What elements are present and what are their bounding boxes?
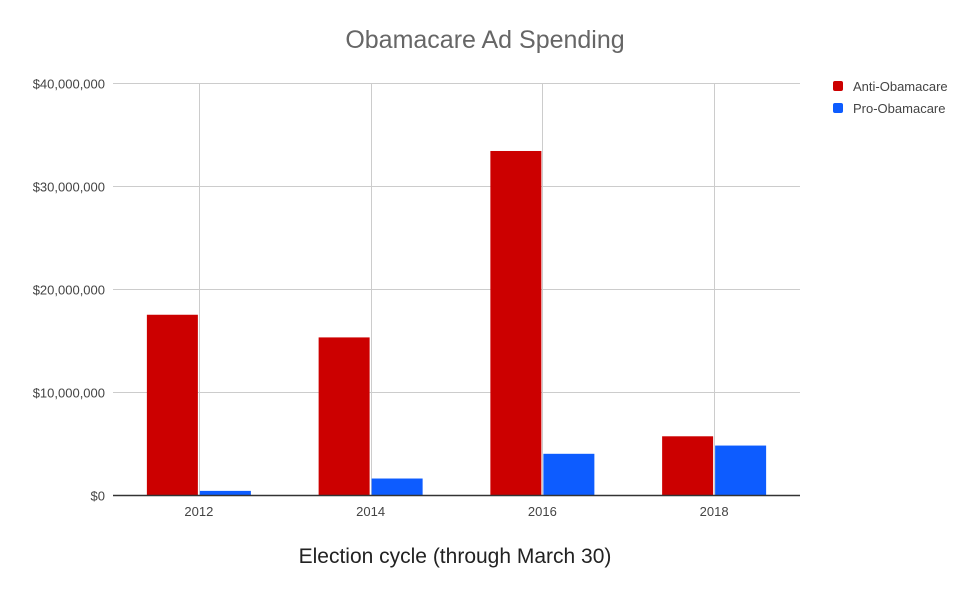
bar-pro-obamacare [543,453,595,495]
legend: Anti-Obamacare Pro-Obamacare [833,75,948,119]
chart-title: Obamacare Ad Spending [345,26,625,54]
y-tick-label: $20,000,000 [33,283,105,298]
y-tick-label: $40,000,000 [33,77,105,92]
gridlines [113,83,800,495]
y-tick-label: $0 [91,489,105,504]
legend-swatch-pro [833,103,843,113]
y-tick-label: $30,000,000 [33,180,105,195]
bar-anti-obamacare [146,314,198,495]
x-tick-label: 2016 [528,504,557,519]
x-tick-label: 2018 [700,504,729,519]
bar-pro-obamacare [715,445,767,495]
y-tick-label: $10,000,000 [33,386,105,401]
bar-anti-obamacare [662,436,714,495]
x-tick-label: 2012 [184,504,213,519]
legend-label-pro: Pro-Obamacare [853,100,946,116]
bar-anti-obamacare [318,337,370,495]
legend-item-pro[interactable]: Pro-Obamacare [833,97,948,119]
axes: $0 $10,000,000 $20,000,000 $30,000,000 $40,0… [33,77,800,519]
bar-anti-obamacare [490,150,542,496]
x-tick-label: 2014 [356,504,385,519]
bar-pro-obamacare [199,490,251,495]
x-axis-title: Election cycle (through March 30) [298,545,612,568]
bars [146,150,767,496]
legend-item-anti[interactable]: Anti-Obamacare [833,75,948,97]
bar-pro-obamacare [371,478,423,495]
legend-label-anti: Anti-Obamacare [853,78,948,94]
legend-swatch-anti [833,81,843,91]
